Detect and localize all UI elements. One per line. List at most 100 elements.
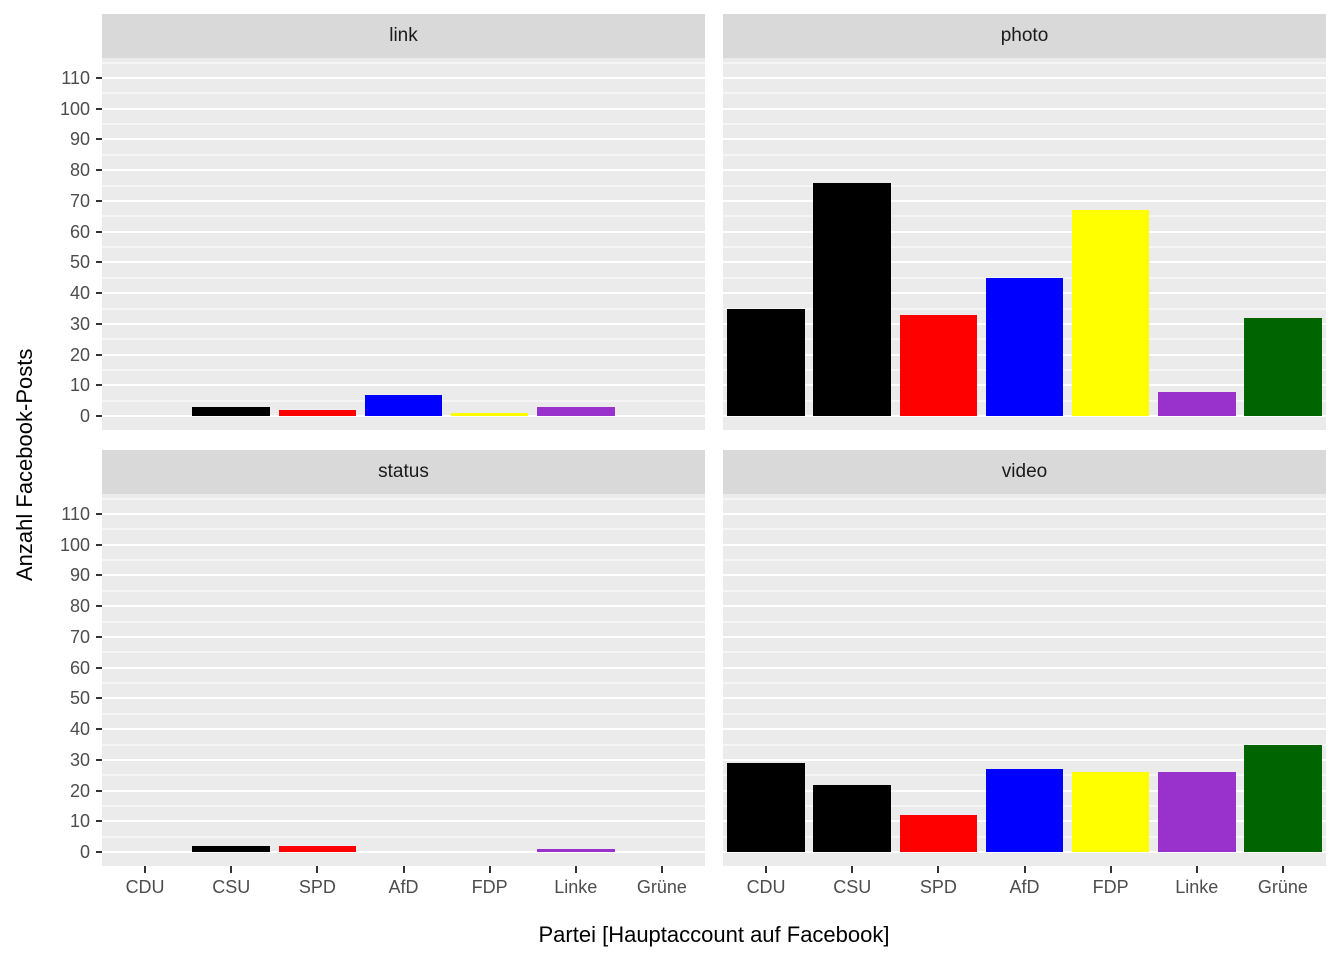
gridline-major — [102, 758, 705, 761]
gridline-major — [102, 543, 705, 546]
bar — [985, 769, 1064, 853]
x-tick-label: FDP — [471, 877, 508, 897]
bar — [727, 763, 805, 853]
gridline-minor — [102, 805, 705, 807]
y-tick-label: 90 — [69, 129, 90, 150]
facet-strip: photo — [723, 14, 1326, 58]
x-tick-mark — [1109, 866, 1112, 873]
gridline-minor — [102, 559, 705, 561]
y-tick-mark — [96, 789, 102, 792]
gridline-major — [102, 169, 705, 172]
gridline-minor — [102, 369, 705, 371]
facet-strip: link — [102, 14, 705, 58]
y-tick-label: 0 — [79, 842, 90, 863]
x-tick-label: SPD — [298, 877, 336, 897]
gridline-minor — [723, 651, 1326, 653]
y-tick-mark — [96, 107, 102, 110]
x-axis-title: Partei [Hauptaccount auf Facebook] — [538, 922, 890, 947]
y-tick-mark — [96, 353, 102, 356]
gridline-major — [102, 415, 705, 418]
x-tick-label: CDU — [125, 877, 165, 897]
y-tick-label: 0 — [79, 406, 90, 427]
facet-strip: video — [723, 450, 1326, 494]
gridline-major — [723, 574, 1326, 577]
y-tick-mark — [96, 138, 102, 141]
gridline-minor — [102, 590, 705, 592]
x-axis: CDU CSU SPD AfD FDP Linke Grüne — [102, 866, 705, 902]
gridline-major — [102, 261, 705, 264]
gridline-minor — [102, 682, 705, 684]
gridline-major — [723, 666, 1326, 669]
gridline-major — [723, 169, 1326, 172]
gridline-minor — [723, 559, 1326, 561]
gridline-major — [723, 199, 1326, 202]
y-tick-mark — [96, 605, 102, 608]
y-tick-label: 10 — [69, 375, 90, 396]
gridline-minor — [102, 277, 705, 279]
y-tick-label: 50 — [69, 688, 90, 709]
gridline-major — [102, 230, 705, 233]
x-axis: CDU CSU SPD AfD FDP Linke Grüne — [723, 866, 1326, 902]
x-tick-mark — [1023, 866, 1026, 873]
x-tick-label: Grüne — [1257, 877, 1308, 897]
x-tick-mark — [230, 866, 233, 873]
y-tick-mark — [96, 292, 102, 295]
x-tick-mark — [765, 866, 768, 873]
y-tick-label: 40 — [69, 283, 90, 304]
gridline-minor — [102, 528, 705, 530]
bar — [985, 277, 1064, 417]
y-tick-mark — [96, 635, 102, 638]
bar — [537, 406, 615, 417]
bar — [364, 394, 443, 417]
gridline-major — [723, 697, 1326, 700]
x-tick-label: Linke — [554, 877, 598, 897]
gridline-minor — [102, 154, 705, 156]
x-tick-label: CSU — [212, 877, 251, 897]
gridline-minor — [102, 774, 705, 776]
facet-strip-label: video — [1001, 461, 1048, 482]
gridline-major — [723, 76, 1326, 79]
gridline-major — [723, 851, 1326, 854]
y-tick-label: 50 — [69, 252, 90, 273]
facet-panel-photo — [723, 58, 1326, 430]
gridline-minor — [102, 621, 705, 623]
y-tick-label: 100 — [59, 534, 90, 555]
gridline-major — [102, 697, 705, 700]
gridline-minor — [723, 713, 1326, 715]
bar — [813, 784, 891, 853]
gridline-minor — [102, 246, 705, 248]
y-tick-mark — [96, 666, 102, 669]
x-tick-mark — [316, 866, 319, 873]
y-tick-label: 10 — [69, 811, 90, 832]
bar — [1244, 744, 1322, 853]
gridline-major — [723, 261, 1326, 264]
facet-grid: link photo status video 0 10 20 30 40 50 60 70 80 90 1… — [40, 14, 1326, 902]
bar — [192, 846, 270, 853]
y-tick-label: 110 — [61, 67, 90, 88]
y-tick-mark — [96, 261, 102, 264]
gridline-major — [102, 322, 705, 325]
y-tick-mark — [96, 758, 102, 761]
y-tick-mark — [96, 322, 102, 325]
y-tick-label: 100 — [59, 98, 90, 119]
y-axis-title: Anzahl Facebook-Posts — [12, 348, 37, 582]
x-tick-mark — [144, 866, 147, 873]
x-tick-mark — [402, 866, 405, 873]
facet-panel-status — [102, 494, 705, 866]
gridline-major — [723, 512, 1326, 515]
gridline-minor — [723, 621, 1326, 623]
gridline-major — [723, 605, 1326, 608]
y-tick-label: 20 — [69, 344, 90, 365]
x-tick-mark — [1281, 866, 1284, 873]
x-tick-label: SPD — [919, 877, 957, 897]
y-tick-mark — [96, 543, 102, 546]
facet-strip-label: link — [389, 25, 418, 46]
gridline-minor — [723, 123, 1326, 125]
x-tick-label: CSU — [833, 877, 872, 897]
x-tick-mark — [937, 866, 940, 873]
gridline-minor — [723, 528, 1326, 530]
gridline-minor — [102, 308, 705, 310]
bar — [278, 846, 357, 853]
gridline-major — [723, 138, 1326, 141]
gridline-minor — [102, 338, 705, 340]
